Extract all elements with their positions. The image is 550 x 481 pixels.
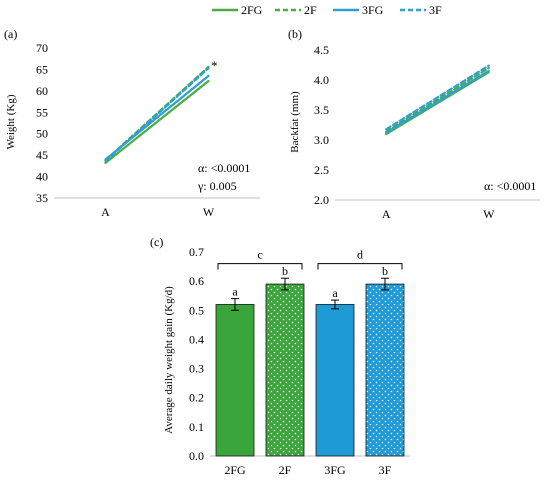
x-tick-label: 3FG	[324, 463, 346, 477]
y-tick-label: 70	[36, 41, 48, 55]
y-axis-label: Average daily weight gain (Kg/d)	[163, 286, 175, 434]
y-tick-label: 4.0	[314, 73, 329, 87]
y-tick-label: 65	[36, 62, 48, 76]
x-tick-label: A	[101, 205, 110, 219]
y-axis-label: Backfat (mm)	[289, 91, 301, 153]
y-axis-label: Weight (Kg)	[5, 94, 17, 149]
series-line-3fg	[385, 69, 490, 134]
y-tick-labels: 2.0 2.5 3.0 3.5 4.0 4.5	[314, 43, 329, 207]
series-line-2f	[385, 66, 490, 133]
bracket-d	[317, 263, 403, 270]
bracket-c	[217, 263, 303, 270]
y-tick-label: 0.2	[189, 391, 204, 405]
panel-label-b: (b)	[288, 27, 302, 41]
bar-3f	[365, 283, 405, 457]
series-lines	[104, 65, 210, 164]
legend-label-3f: 3F	[429, 3, 442, 17]
y-tick-label: 0.7	[189, 245, 204, 259]
y-tick-label: 55	[36, 105, 48, 119]
y-tick-label: 45	[36, 148, 48, 162]
legend-label-2f: 2F	[304, 3, 317, 17]
bracket-label: c	[257, 248, 262, 262]
y-tick-label: 50	[36, 127, 48, 141]
y-tick-label: 0.1	[189, 420, 204, 434]
bars: a b a b	[215, 264, 405, 457]
y-tick-label: 0.0	[189, 449, 204, 463]
legend-label-3fg: 3FG	[362, 3, 384, 17]
daily-gain-bar-chart: Average daily weight gain (Kg/d) 0.00.10…	[163, 245, 410, 477]
x-tick-label: W	[203, 205, 215, 219]
series-lines	[385, 64, 490, 136]
y-tick-labels: 0.0 0.1 0.2 0.3 0.4 0.5 0.6 0.7	[189, 245, 204, 463]
significance-letter: b	[382, 264, 388, 278]
y-tick-label: 4.5	[314, 43, 329, 57]
y-tick-label: 35	[36, 191, 48, 205]
x-tick-labels: 2FG 2F 3FG 3F	[224, 463, 391, 477]
significance-letter: a	[332, 286, 338, 300]
annotation-alpha: α: <0.0001	[484, 179, 536, 193]
legend-label-2fg: 2FG	[241, 3, 263, 17]
y-tick-label: 60	[36, 84, 48, 98]
y-tick-label: 0.3	[189, 362, 204, 376]
y-tick-labels: 35 40 45 50 55 60 65 70	[36, 41, 48, 205]
bracket-label: d	[357, 248, 363, 262]
x-tick-label: 2F	[279, 463, 292, 477]
y-tick-label: 3.0	[314, 133, 329, 147]
y-tick-label: 0.6	[189, 274, 204, 288]
x-tick-label: W	[483, 207, 495, 221]
series-line-2fg	[104, 79, 210, 164]
series-line-3f	[104, 67, 210, 163]
bar-2f	[265, 283, 305, 457]
x-tick-label: 2FG	[224, 463, 246, 477]
y-tick-label: 3.5	[314, 103, 329, 117]
y-tick-label: 2.5	[314, 163, 329, 177]
bar-3fg	[315, 304, 355, 457]
panel-label-a: (a)	[4, 27, 17, 41]
legend: 2FG 2F 3FG 3F	[212, 3, 442, 17]
bar-2fg	[215, 304, 255, 457]
annotation-gamma: γ: 0.005	[197, 179, 237, 193]
x-tick-label: 3F	[379, 463, 392, 477]
x-tick-label: A	[382, 207, 391, 221]
series-line-3f	[385, 64, 490, 131]
significance-marker: *	[211, 58, 218, 73]
significance-letter: b	[282, 264, 288, 278]
y-tick-label: 40	[36, 170, 48, 184]
panel-label-c: (c)	[150, 235, 163, 249]
annotation-alpha: α: <0.0001	[198, 161, 250, 175]
y-tick-label: 0.4	[189, 332, 204, 346]
y-tick-label: 0.5	[189, 303, 204, 317]
y-tick-label: 2.0	[314, 193, 329, 207]
significance-letter: a	[232, 285, 238, 299]
